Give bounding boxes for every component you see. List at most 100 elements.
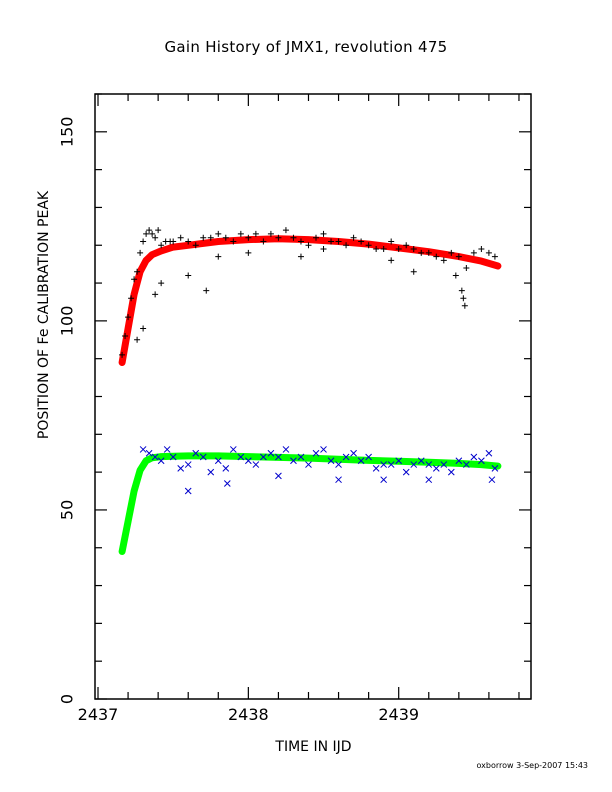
footer-signature: oxborrow 3-Sep-2007 15:43 xyxy=(476,761,589,770)
data-point xyxy=(275,234,282,241)
data-point xyxy=(373,246,380,253)
data-point xyxy=(215,230,222,237)
data-point xyxy=(417,457,425,465)
x-tick-label: 2438 xyxy=(228,705,269,724)
data-point xyxy=(185,238,192,245)
data-point xyxy=(488,476,496,484)
data-point xyxy=(305,461,312,468)
data-point xyxy=(252,230,259,237)
data-point xyxy=(440,257,447,264)
data-point xyxy=(485,249,492,256)
data-point xyxy=(418,249,425,256)
data-point xyxy=(184,487,192,495)
data-point xyxy=(425,461,433,468)
data-point xyxy=(170,238,177,245)
data-point xyxy=(460,295,467,302)
data-point xyxy=(365,242,372,249)
data-point xyxy=(177,464,185,472)
data-point xyxy=(395,246,402,253)
data-point xyxy=(425,249,432,256)
data-point xyxy=(433,253,440,260)
data-point xyxy=(158,242,165,249)
data-point xyxy=(140,238,147,245)
data-point xyxy=(491,464,499,472)
data-point xyxy=(491,253,498,260)
data-point xyxy=(350,449,357,457)
data-point xyxy=(305,242,312,249)
data-point xyxy=(403,242,410,249)
fit-curves xyxy=(118,235,502,555)
data-point xyxy=(395,457,403,465)
data-point xyxy=(215,253,222,260)
data-point xyxy=(320,230,327,237)
data-points xyxy=(119,227,499,495)
data-point xyxy=(297,453,305,461)
data-point xyxy=(357,457,365,465)
axis-ticks xyxy=(95,93,531,700)
data-point xyxy=(260,453,267,461)
data-point xyxy=(252,461,260,468)
plot-frame xyxy=(94,93,532,700)
data-point xyxy=(402,468,410,476)
data-point xyxy=(192,449,200,457)
point-series xyxy=(139,446,499,495)
data-point xyxy=(470,249,477,256)
data-point xyxy=(158,280,165,287)
data-point xyxy=(282,446,290,453)
x-tick-label: 2437 xyxy=(78,705,119,724)
data-point xyxy=(297,253,304,260)
data-point xyxy=(131,276,138,283)
data-point xyxy=(145,449,153,457)
data-point xyxy=(425,476,433,484)
data-point xyxy=(222,234,229,241)
data-point xyxy=(452,272,459,279)
data-point xyxy=(152,234,159,241)
data-point xyxy=(245,249,252,256)
data-point xyxy=(237,230,244,237)
data-point xyxy=(327,457,335,465)
data-point xyxy=(455,253,462,260)
data-point xyxy=(350,234,357,241)
data-point xyxy=(290,234,297,241)
data-point xyxy=(214,457,222,465)
y-tick-label: 50 xyxy=(58,500,77,520)
data-point xyxy=(149,230,156,237)
data-point xyxy=(380,246,387,253)
data-point xyxy=(458,287,465,294)
data-point xyxy=(152,291,159,298)
data-point xyxy=(185,272,192,279)
data-point xyxy=(119,351,126,358)
data-point xyxy=(163,446,171,453)
data-point xyxy=(485,449,493,457)
data-point xyxy=(229,446,237,453)
data-point xyxy=(155,227,162,234)
data-point xyxy=(335,476,342,484)
data-point xyxy=(267,449,275,457)
data-point xyxy=(222,464,230,472)
data-point xyxy=(134,336,141,343)
data-point xyxy=(448,249,455,256)
data-point xyxy=(199,453,207,461)
data-point xyxy=(207,468,215,476)
data-point xyxy=(245,234,252,241)
data-point xyxy=(139,446,147,453)
data-point xyxy=(335,238,342,245)
y-tick-label: 0 xyxy=(58,694,77,704)
data-point xyxy=(335,461,342,468)
data-point xyxy=(200,234,207,241)
data-point xyxy=(151,453,159,461)
x-axis-label: TIME IN IJD xyxy=(275,739,352,755)
data-point xyxy=(343,242,350,249)
data-point xyxy=(207,234,214,241)
data-point xyxy=(432,464,440,472)
data-point xyxy=(267,230,274,237)
data-point xyxy=(387,461,395,468)
data-point xyxy=(463,264,470,271)
data-point xyxy=(478,457,485,465)
data-point xyxy=(342,453,350,461)
fit-curve xyxy=(118,452,502,555)
data-point xyxy=(410,246,417,253)
data-point xyxy=(203,287,210,294)
data-point xyxy=(478,246,485,253)
